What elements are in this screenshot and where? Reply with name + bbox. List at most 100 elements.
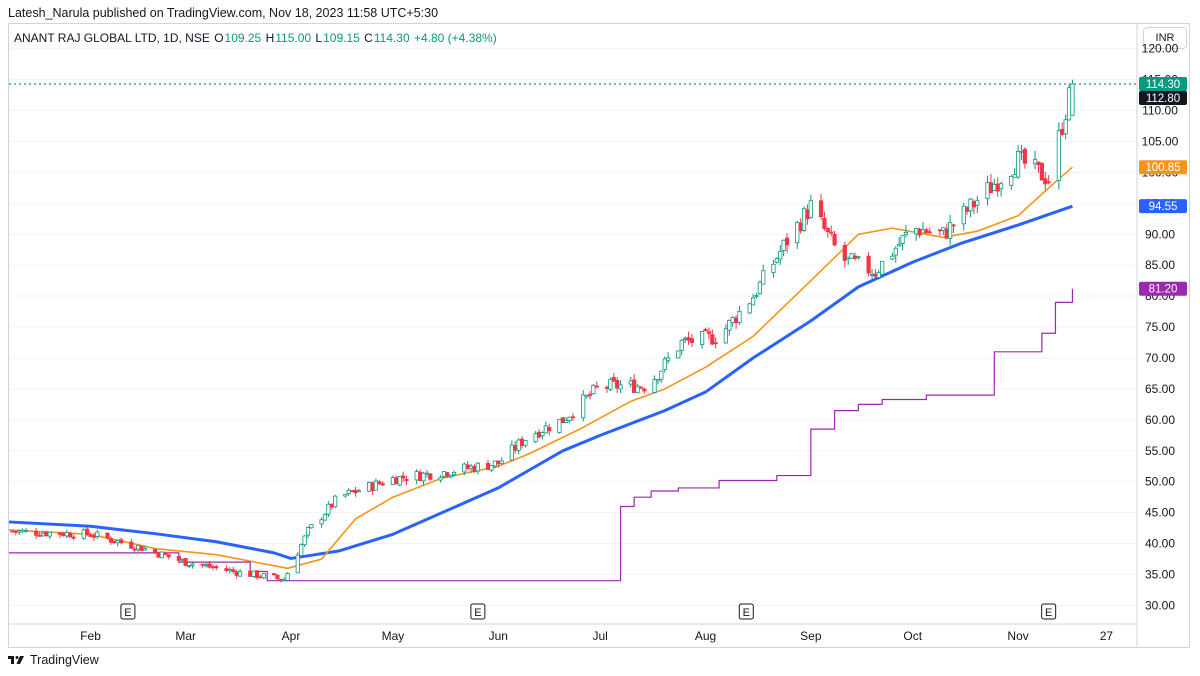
candle-down (57, 532, 63, 535)
price-badge-label: 94.55 (1149, 201, 1178, 213)
candle-up (914, 227, 919, 235)
candle-down (68, 532, 73, 538)
candle-up (975, 200, 980, 206)
candle-up (95, 531, 100, 537)
candle-up (1019, 150, 1024, 153)
candle-up (754, 295, 759, 297)
chart-pane[interactable] (8, 23, 1190, 648)
candle-down (418, 471, 423, 481)
candle-up (1009, 176, 1014, 186)
price-badge (1139, 199, 1187, 214)
candle-up (998, 183, 1004, 189)
candle-up (730, 317, 735, 323)
candle-up (397, 476, 402, 486)
candle-down (686, 337, 691, 341)
candle-up (20, 529, 25, 533)
candle-up (985, 182, 990, 200)
earnings-marker (738, 603, 754, 620)
footer-brand-label: TradingView (30, 653, 99, 667)
candle-down (965, 207, 970, 212)
x-tick-label: 27 (1100, 629, 1114, 643)
candle-up (666, 357, 671, 361)
currency-button[interactable]: INR (1143, 27, 1187, 49)
open-value: 109.25 (224, 31, 262, 45)
candle-up (17, 530, 22, 533)
candle-down (594, 385, 599, 388)
candle-up (475, 462, 480, 472)
candle-down (350, 490, 355, 492)
candle-up (920, 229, 926, 234)
candle-down (380, 483, 385, 486)
candle-down (10, 530, 15, 533)
candle-down (200, 563, 205, 566)
x-tick-label: Nov (1007, 629, 1028, 643)
candle-down (377, 481, 382, 485)
candle-up (142, 548, 148, 551)
candle-down (604, 386, 610, 389)
candle-up (23, 529, 29, 532)
candle-up (390, 477, 396, 485)
candle-down (166, 554, 171, 558)
candle-down (370, 482, 375, 491)
candle-up (890, 255, 895, 260)
symbol-legend: ANANT RAJ GLOBAL LTD, 1D, NSE O109.25 H1… (14, 31, 498, 45)
candle-down (937, 229, 943, 232)
price-badge-label: 81.20 (1149, 284, 1178, 296)
candle-up (421, 472, 426, 482)
x-tick-label: Sep (800, 629, 822, 643)
candle-up (676, 350, 681, 359)
candle-down (271, 573, 277, 576)
candle-up (367, 482, 372, 492)
candle-down (638, 386, 644, 389)
earnings-marker (1041, 603, 1057, 620)
candle-up (299, 544, 304, 556)
y-tick-label: 105.00 (1142, 135, 1179, 149)
candle-up (1063, 119, 1068, 135)
candle-up (1056, 130, 1061, 181)
candle-down (988, 182, 994, 194)
candle-up (305, 527, 311, 536)
candle-up (774, 258, 779, 263)
candle-up (948, 222, 953, 239)
candle-up (356, 490, 362, 493)
candle-up (543, 425, 548, 434)
candle-up (795, 221, 800, 244)
symbol-info: ANANT RAJ GLOBAL LTD, 1D, NSE (14, 31, 210, 45)
candle-down (465, 464, 470, 469)
candle-up (727, 319, 732, 331)
candle-up (186, 564, 192, 567)
candle-down (278, 579, 283, 581)
candle-up (333, 495, 338, 508)
low-value: 109.15 (323, 31, 360, 45)
candle-up (683, 338, 688, 340)
candle-up (655, 378, 661, 382)
y-tick-label: 65.00 (1145, 382, 1175, 396)
x-tick-label: Jul (593, 629, 608, 643)
change-value: +4.80 (+4.38%) (413, 31, 497, 45)
candle-down (445, 472, 450, 477)
y-tick-label: 85.00 (1145, 258, 1175, 272)
candle-down (183, 558, 188, 567)
price-badge-label: 114.30 (1146, 79, 1180, 91)
candle-down (852, 255, 858, 259)
candle-down (798, 222, 803, 232)
candle-up (295, 554, 300, 574)
publisher-line: Latesh_Narula published on TradingView.c… (8, 6, 439, 20)
candle-up (414, 471, 419, 481)
candle-down (944, 228, 949, 239)
candle-up (557, 418, 562, 433)
ema-slow-line (8, 204, 1073, 560)
candle-down (951, 224, 956, 227)
candle-up (761, 270, 766, 285)
tradingview-logo-icon (8, 656, 24, 664)
y-tick-label: 60.00 (1145, 413, 1175, 427)
candle-up (322, 514, 328, 521)
candle-up (516, 439, 521, 451)
x-tick-label: Oct (903, 629, 922, 643)
candle-down (428, 473, 433, 480)
candle-up (509, 444, 514, 461)
candle-up (1012, 174, 1017, 178)
high-label: H (265, 31, 275, 45)
candle-down (822, 217, 827, 229)
